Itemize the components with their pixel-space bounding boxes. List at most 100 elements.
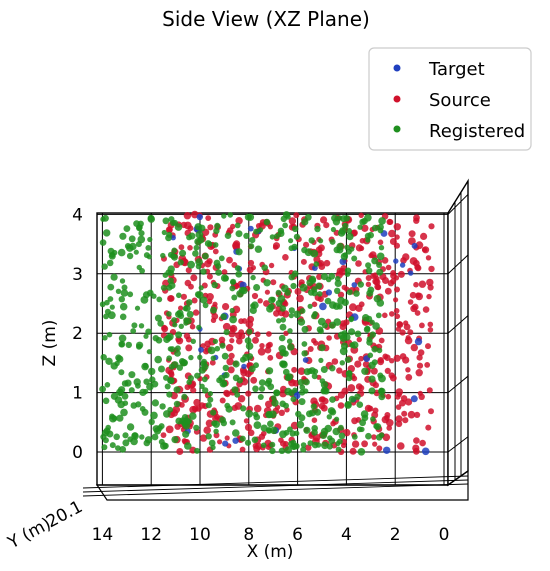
point-source: [206, 273, 213, 280]
point-registered: [360, 410, 369, 418]
point-source: [307, 346, 314, 352]
point-source: [351, 375, 358, 382]
point-source: [250, 376, 258, 384]
point-registered: [290, 396, 297, 403]
point-source: [395, 404, 402, 410]
x-tick-label: 14: [92, 525, 114, 545]
point-registered: [178, 323, 184, 329]
z-tick-label: 3: [72, 265, 83, 285]
point-registered: [188, 354, 194, 361]
point-source: [389, 238, 397, 245]
point-registered: [265, 367, 274, 375]
point-source: [396, 321, 404, 328]
point-registered: [187, 260, 196, 269]
point-registered: [297, 318, 306, 326]
point-source: [385, 393, 392, 400]
point-registered: [181, 420, 188, 427]
point-source: [263, 300, 270, 307]
point-registered: [253, 413, 261, 421]
point-source: [168, 295, 175, 302]
point-registered: [242, 353, 250, 362]
point-registered: [158, 365, 165, 373]
point-source: [414, 411, 421, 418]
point-source: [323, 222, 330, 229]
point-registered: [165, 234, 172, 242]
point-registered: [357, 281, 364, 288]
point-registered: [367, 352, 374, 359]
point-registered: [279, 400, 287, 408]
point-source: [176, 337, 184, 345]
point-registered: [308, 237, 315, 244]
point-registered: [269, 441, 276, 448]
point-registered: [105, 357, 113, 365]
point-registered: [283, 368, 290, 376]
point-source: [225, 344, 234, 352]
point-registered: [202, 302, 209, 309]
point-registered: [118, 334, 127, 343]
point-registered: [234, 391, 241, 398]
point-source: [323, 259, 331, 267]
point-source: [337, 402, 345, 409]
point-registered: [240, 405, 247, 412]
point-registered: [329, 365, 336, 372]
point-registered: [260, 442, 267, 449]
point-registered: [365, 267, 373, 274]
point-registered: [325, 276, 332, 283]
point-source: [387, 219, 394, 225]
point-source: [422, 306, 430, 313]
point-source: [227, 366, 235, 374]
point-registered: [340, 342, 349, 350]
point-source: [372, 407, 379, 414]
point-source: [195, 405, 202, 412]
point-registered: [176, 292, 182, 299]
point-source: [243, 418, 250, 424]
point-registered: [337, 296, 345, 305]
point-registered: [301, 341, 308, 347]
point-source: [330, 420, 336, 427]
point-source: [257, 298, 263, 304]
point-registered: [344, 244, 350, 251]
legend-box: [368, 47, 532, 151]
point-registered: [287, 426, 293, 433]
point-source: [172, 405, 181, 414]
point-registered: [339, 360, 345, 366]
point-source: [272, 244, 279, 250]
point-registered: [257, 394, 264, 400]
point-registered: [373, 294, 382, 303]
point-registered: [176, 364, 183, 371]
point-registered: [185, 317, 192, 325]
point-source: [218, 336, 226, 344]
point-registered: [106, 259, 114, 267]
point-registered: [324, 297, 332, 305]
point-source: [291, 366, 298, 373]
point-source: [187, 225, 194, 232]
point-registered: [201, 376, 208, 383]
point-registered: [210, 306, 217, 314]
point-source: [290, 421, 299, 430]
point-registered: [211, 281, 218, 289]
point-registered: [291, 270, 299, 278]
point-registered: [253, 228, 260, 235]
point-registered: [376, 268, 384, 276]
point-registered: [286, 338, 293, 345]
point-source: [382, 312, 388, 319]
point-registered: [334, 276, 341, 282]
point-registered: [253, 421, 262, 429]
point-source: [425, 343, 431, 350]
point-registered: [124, 379, 132, 387]
point-source: [405, 367, 411, 373]
point-registered: [344, 401, 352, 408]
point-registered: [210, 355, 216, 361]
point-registered: [293, 233, 300, 240]
point-source: [389, 374, 397, 382]
point-registered: [151, 433, 159, 441]
point-registered: [367, 286, 375, 294]
point-source: [428, 265, 435, 273]
point-registered: [104, 299, 110, 306]
point-source: [229, 338, 235, 344]
floor-grid-line-1: [82, 479, 469, 493]
point-source: [228, 330, 236, 338]
point-source: [341, 284, 347, 290]
point-registered: [250, 303, 256, 309]
